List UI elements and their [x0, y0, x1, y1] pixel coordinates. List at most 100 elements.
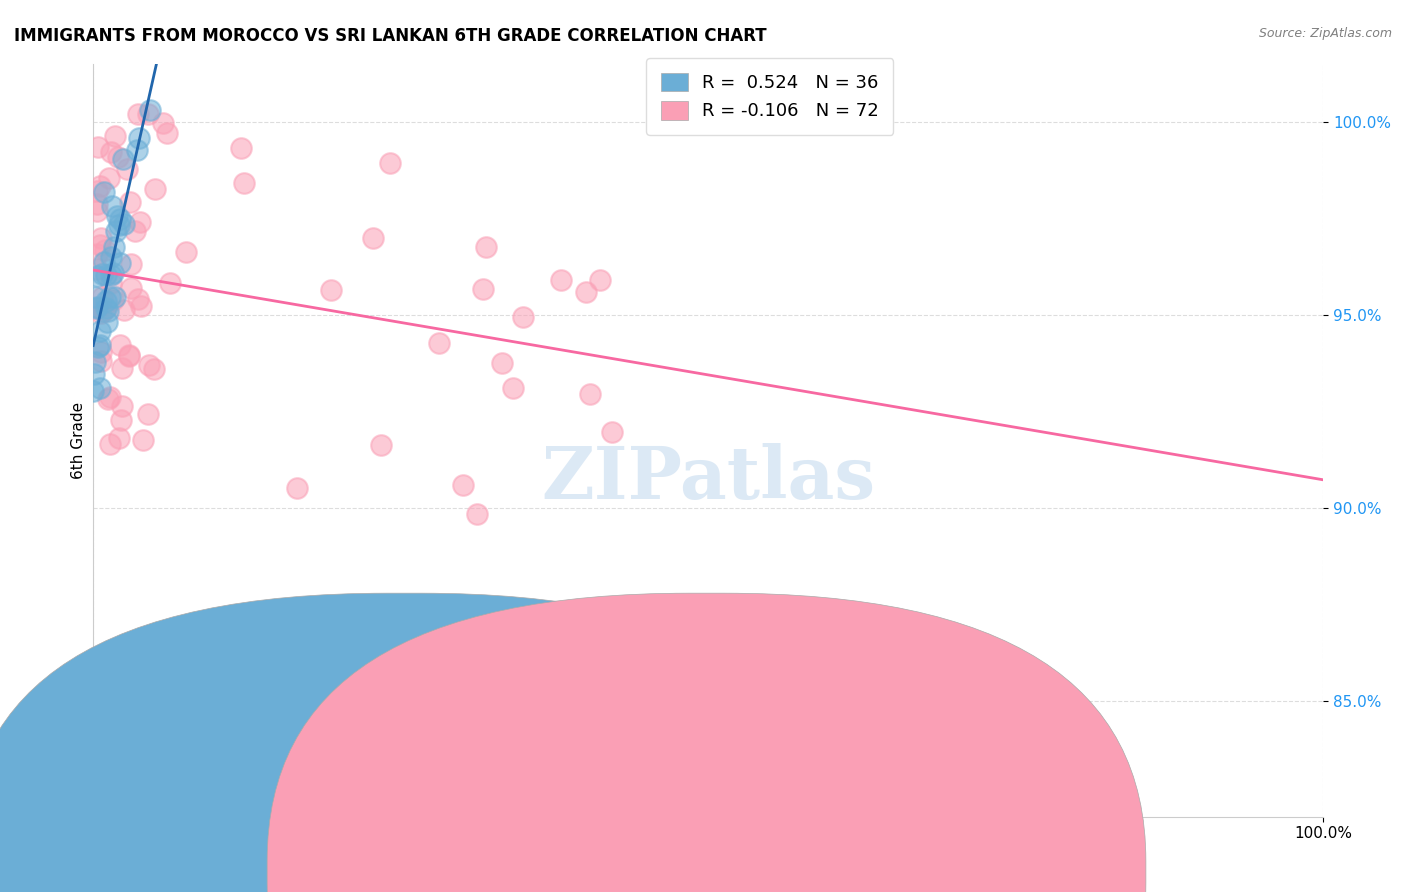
Point: [89, 179, 111, 194]
Point: [575, 285, 598, 300]
Point: [112, 153, 135, 167]
Point: [96, 301, 118, 315]
Point: [231, 141, 253, 155]
Point: [103, 293, 125, 308]
Point: [103, 240, 125, 254]
Point: [87, 140, 110, 154]
Point: [502, 381, 524, 395]
Point: [97, 392, 120, 407]
Point: [97, 303, 120, 318]
Point: [91, 303, 114, 318]
Point: [475, 240, 498, 254]
Point: [83, 355, 105, 369]
Point: [138, 358, 160, 372]
Point: [105, 224, 128, 238]
Point: [108, 431, 131, 445]
Point: [98, 170, 121, 185]
Point: [89, 237, 111, 252]
Point: [105, 210, 128, 224]
Point: [589, 273, 612, 287]
Point: [101, 266, 124, 280]
Point: [127, 143, 149, 157]
Point: [159, 276, 181, 290]
Point: [89, 324, 111, 338]
Point: [98, 290, 121, 304]
Point: [361, 231, 384, 245]
Point: [93, 185, 115, 199]
Point: [87, 340, 110, 354]
Text: ZIPatlas: ZIPatlas: [541, 442, 876, 514]
Point: [90, 306, 112, 320]
Point: [84, 290, 107, 304]
Point: [112, 303, 135, 318]
Point: [86, 300, 108, 314]
Point: [156, 126, 179, 140]
Point: [578, 386, 600, 401]
Point: [86, 203, 108, 218]
Point: [108, 256, 131, 270]
Point: [96, 315, 118, 329]
Point: [129, 215, 152, 229]
Point: [136, 408, 159, 422]
Legend: R =  0.524   N = 36, R = -0.106   N = 72: R = 0.524 N = 36, R = -0.106 N = 72: [647, 58, 893, 135]
Point: [107, 218, 129, 232]
Point: [93, 254, 115, 268]
Text: Sri Lankans: Sri Lankans: [730, 863, 817, 877]
Point: [174, 244, 197, 259]
Point: [370, 437, 392, 451]
Point: [111, 361, 134, 376]
Point: [103, 290, 125, 304]
Point: [94, 243, 117, 257]
Point: [124, 224, 146, 238]
Point: [86, 261, 108, 276]
Point: [512, 310, 534, 324]
Point: [86, 197, 108, 211]
Point: [90, 267, 112, 281]
Point: [100, 250, 122, 264]
Point: [91, 290, 114, 304]
Point: [139, 103, 162, 118]
Point: [131, 433, 153, 447]
Point: [100, 145, 122, 160]
Point: [118, 195, 141, 210]
Point: [98, 390, 121, 404]
Text: Immigrants from Morocco: Immigrants from Morocco: [394, 863, 591, 877]
Point: [143, 182, 166, 196]
Point: [120, 257, 142, 271]
Point: [110, 212, 132, 227]
Point: [100, 276, 122, 290]
Point: [143, 362, 166, 376]
Point: [127, 107, 149, 121]
Point: [112, 217, 135, 231]
Point: [90, 344, 112, 359]
Text: IMMIGRANTS FROM MOROCCO VS SRI LANKAN 6TH GRADE CORRELATION CHART: IMMIGRANTS FROM MOROCCO VS SRI LANKAN 6T…: [14, 27, 766, 45]
Point: [118, 348, 141, 362]
Point: [127, 292, 149, 306]
Point: [86, 184, 108, 198]
Point: [319, 283, 342, 297]
Point: [233, 176, 256, 190]
Point: [136, 107, 159, 121]
Point: [287, 481, 309, 495]
Point: [427, 335, 450, 350]
Point: [129, 300, 152, 314]
Point: [491, 355, 513, 369]
Point: [96, 294, 118, 309]
Point: [107, 150, 129, 164]
Point: [90, 353, 112, 368]
Y-axis label: 6th Grade: 6th Grade: [72, 402, 86, 479]
Point: [128, 131, 150, 145]
Point: [86, 247, 108, 261]
Point: [104, 129, 127, 144]
Point: [94, 268, 117, 283]
Point: [89, 338, 111, 352]
Point: [98, 437, 121, 451]
Point: [89, 381, 111, 395]
Point: [600, 425, 623, 439]
Point: [100, 268, 122, 283]
Point: [83, 367, 105, 381]
Point: [118, 349, 141, 363]
Point: [152, 116, 174, 130]
Point: [82, 384, 104, 398]
Point: [451, 477, 474, 491]
